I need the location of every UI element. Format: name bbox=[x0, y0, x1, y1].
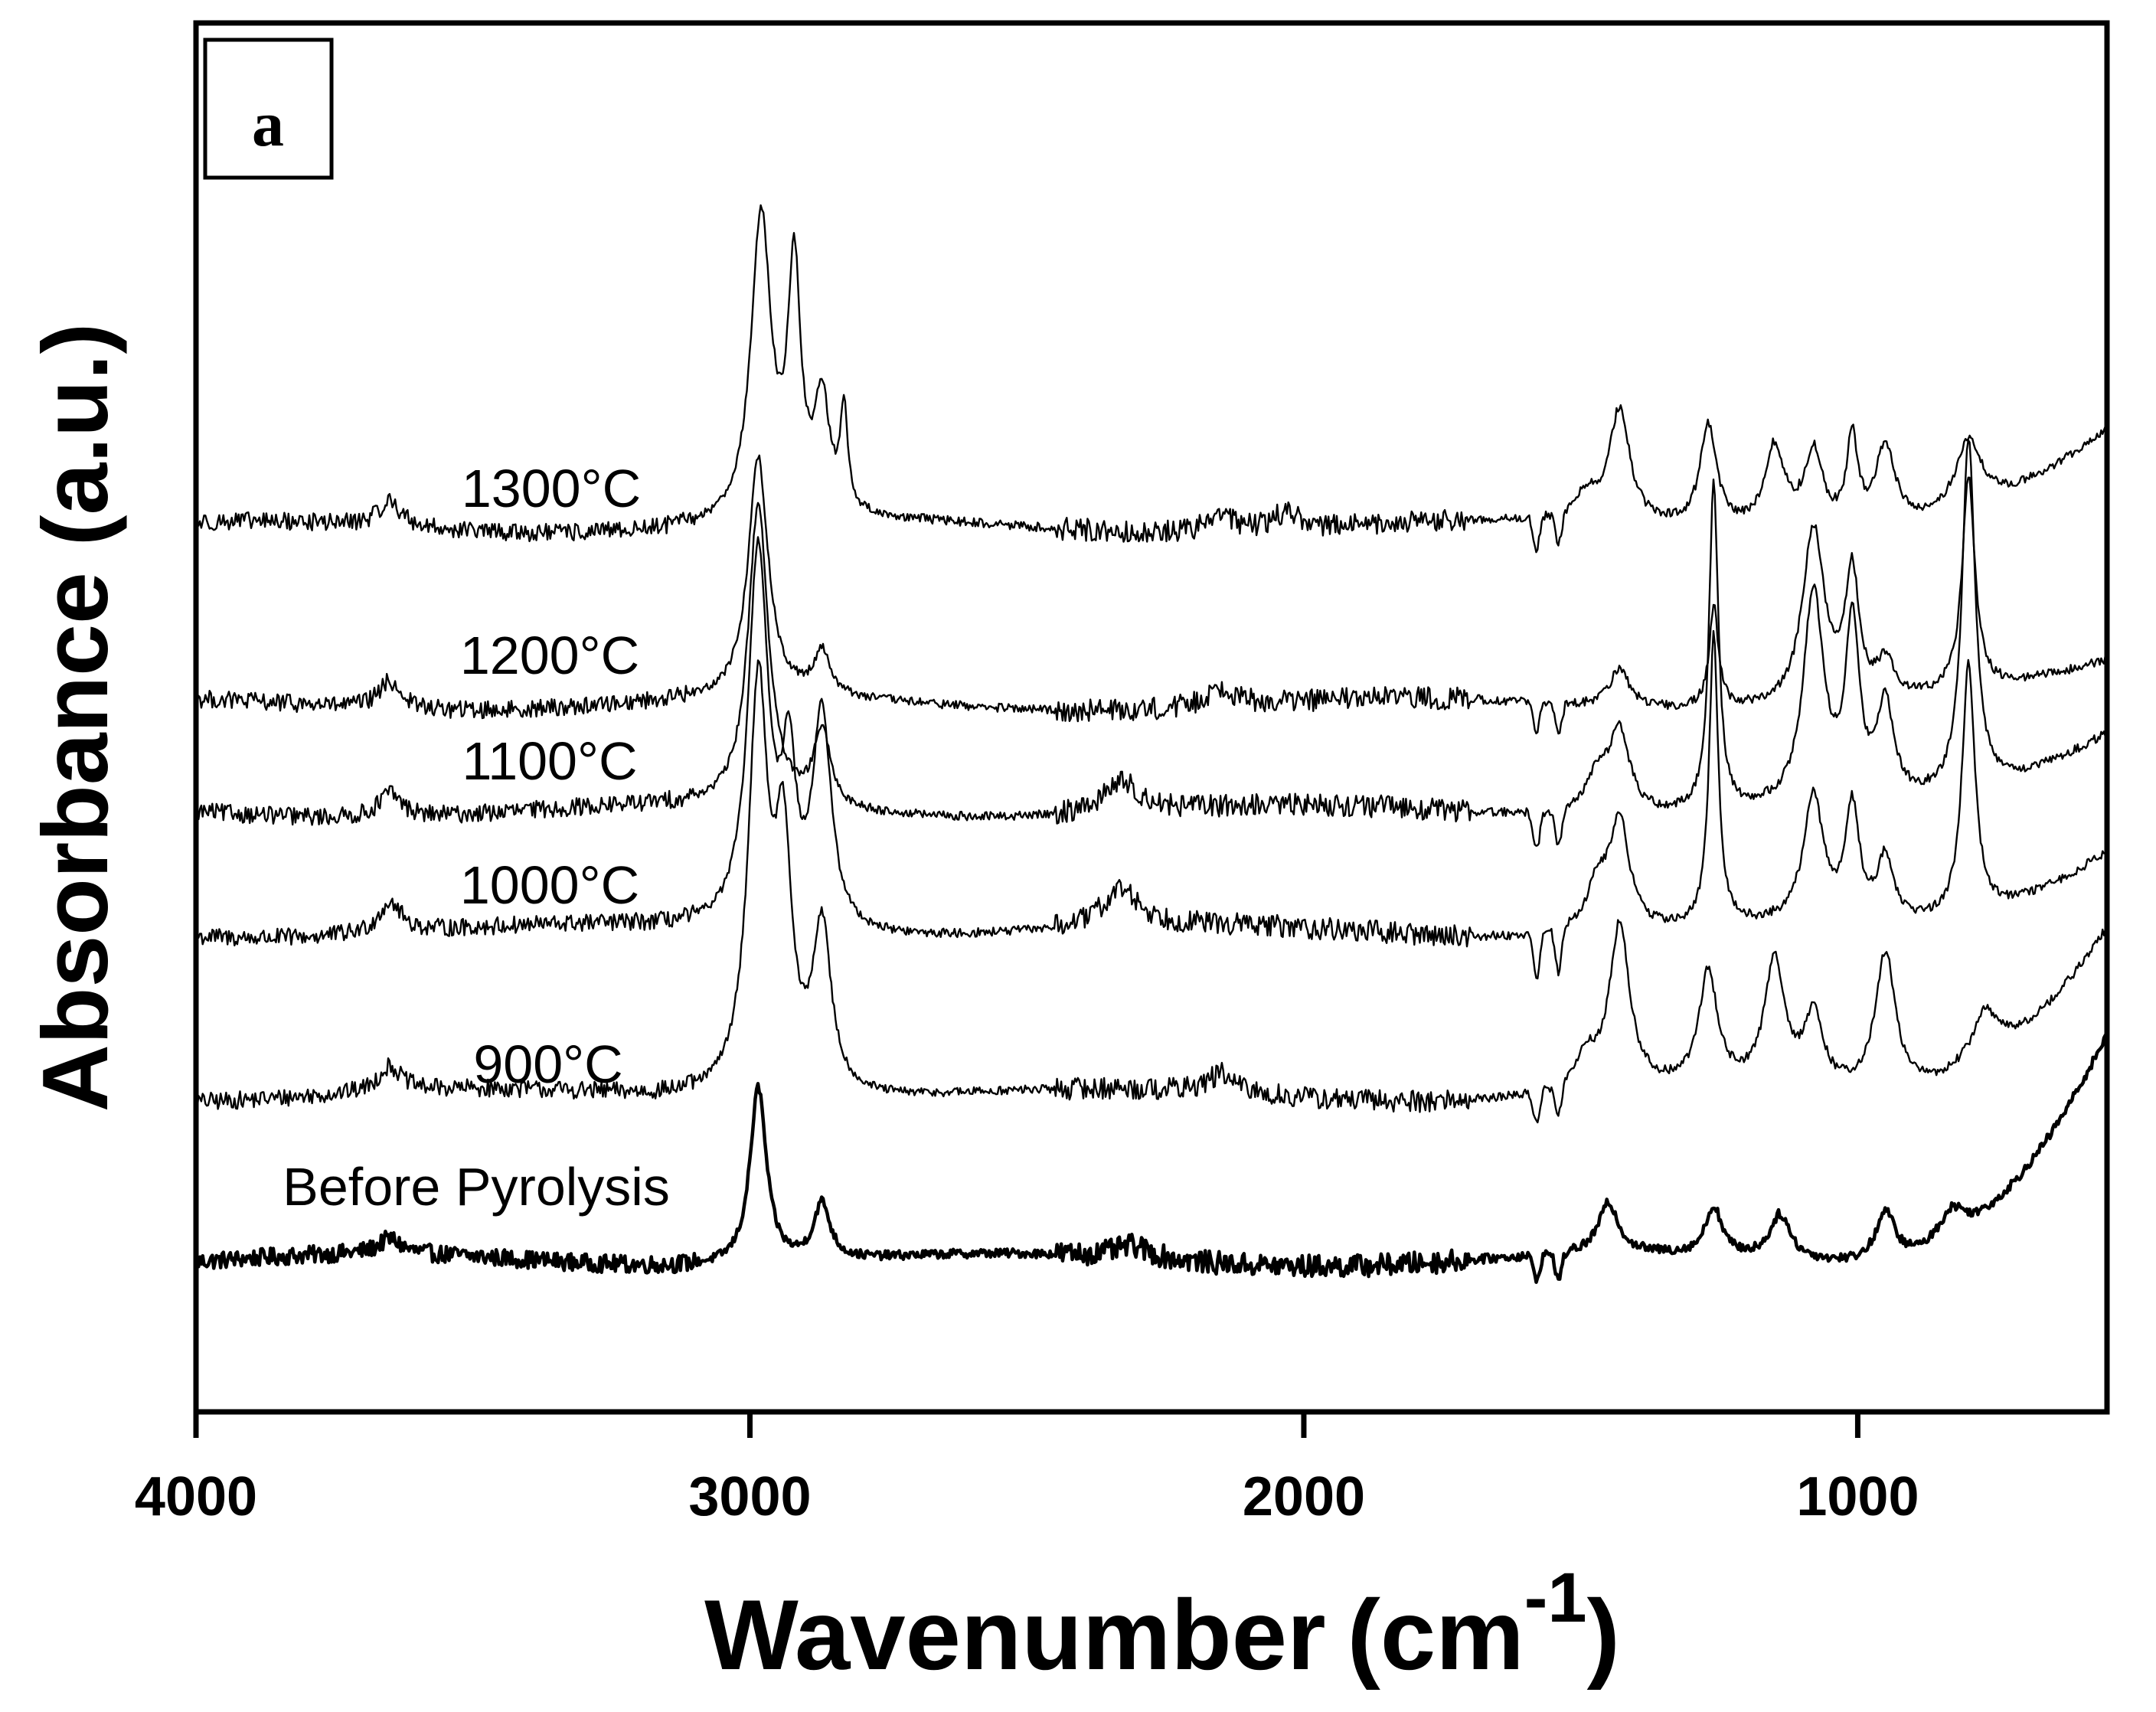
x-tick-label-4000: 4000 bbox=[135, 1466, 257, 1527]
trace-900-c bbox=[196, 659, 2106, 1124]
series-label-before-pyrolysis: Before Pyrolysis bbox=[283, 1157, 670, 1217]
x-axis-title-exponent: -1 bbox=[1524, 1559, 1587, 1637]
trace-1200-c bbox=[196, 454, 2106, 735]
series-label-1100: 1100°C bbox=[462, 731, 637, 791]
trace-1100-c bbox=[196, 439, 2106, 847]
series-labels: 1300°C 1200°C 1100°C 1000°C 900°C Before… bbox=[283, 459, 670, 1217]
plot-frame bbox=[193, 20, 2110, 1415]
x-tick-label-3000: 3000 bbox=[688, 1466, 811, 1527]
series-label-1300: 1300°C bbox=[462, 459, 641, 518]
series-label-900: 900°C bbox=[473, 1034, 622, 1094]
series-label-1200: 1200°C bbox=[460, 626, 639, 685]
x-axis-title: Wavenumber (cm-1) bbox=[704, 1559, 1620, 1691]
series-label-1000: 1000°C bbox=[460, 855, 639, 915]
x-tick-label-2000: 2000 bbox=[1243, 1466, 1365, 1527]
y-axis-title: Absorbance (a.u.) bbox=[23, 323, 127, 1112]
x-tick-label-1000: 1000 bbox=[1796, 1466, 1919, 1527]
trace-1300-c bbox=[196, 204, 2106, 554]
trace-1000-c bbox=[196, 536, 2106, 980]
x-axis-ticks: 4000 3000 2000 1000 bbox=[135, 1412, 1919, 1527]
spectra-traces bbox=[195, 204, 2108, 1284]
x-axis-title-main: Wavenumber bbox=[704, 1579, 1325, 1691]
trace-before-pyrolysis bbox=[195, 1033, 2108, 1284]
x-axis-title-close: ) bbox=[1587, 1579, 1620, 1691]
panel-label: a bbox=[203, 38, 334, 180]
x-axis-title-unit: (cm bbox=[1348, 1579, 1524, 1691]
panel-label-text: a bbox=[252, 89, 284, 160]
